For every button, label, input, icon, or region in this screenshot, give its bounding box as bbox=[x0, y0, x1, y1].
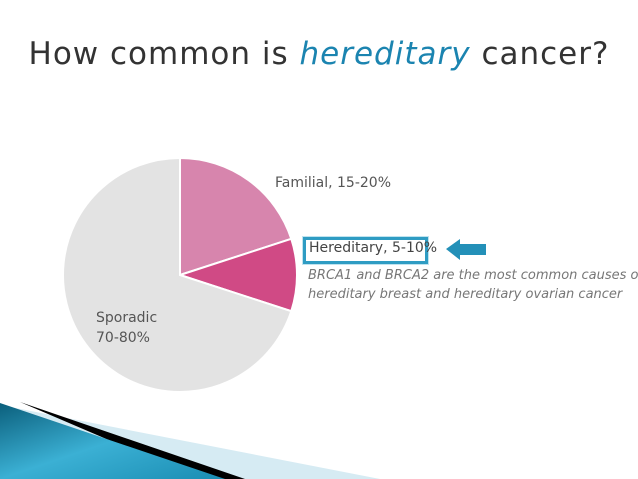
pie-slice-familial bbox=[179, 156, 293, 277]
label-familial: Familial, 15-20% bbox=[275, 175, 392, 191]
arrow-left-icon bbox=[446, 239, 486, 260]
pie-slice-hereditary bbox=[176, 237, 298, 313]
black-swoosh bbox=[20, 402, 245, 479]
note-line-1: BRCA1 and BRCA2 are the most common caus… bbox=[308, 268, 638, 283]
pie-slice-sporadic bbox=[62, 156, 293, 393]
blue-swoosh bbox=[0, 403, 225, 479]
title-highlight: hereditary bbox=[299, 36, 471, 72]
hereditary-highlight-box bbox=[303, 237, 428, 264]
title-suffix: cancer? bbox=[470, 36, 610, 72]
note-line-2: hereditary breast and hereditary ovarian… bbox=[308, 287, 623, 302]
title-prefix: How common is bbox=[28, 36, 300, 72]
label-hereditary: Hereditary, 5-10% bbox=[309, 240, 438, 256]
brca-note: BRCA1 and BRCA2 are the most common caus… bbox=[308, 266, 638, 304]
label-sporadic: Sporadic 70-80% bbox=[96, 310, 158, 346]
slide-title: How common is hereditary cancer? bbox=[0, 36, 638, 72]
pie-chart bbox=[62, 156, 298, 393]
